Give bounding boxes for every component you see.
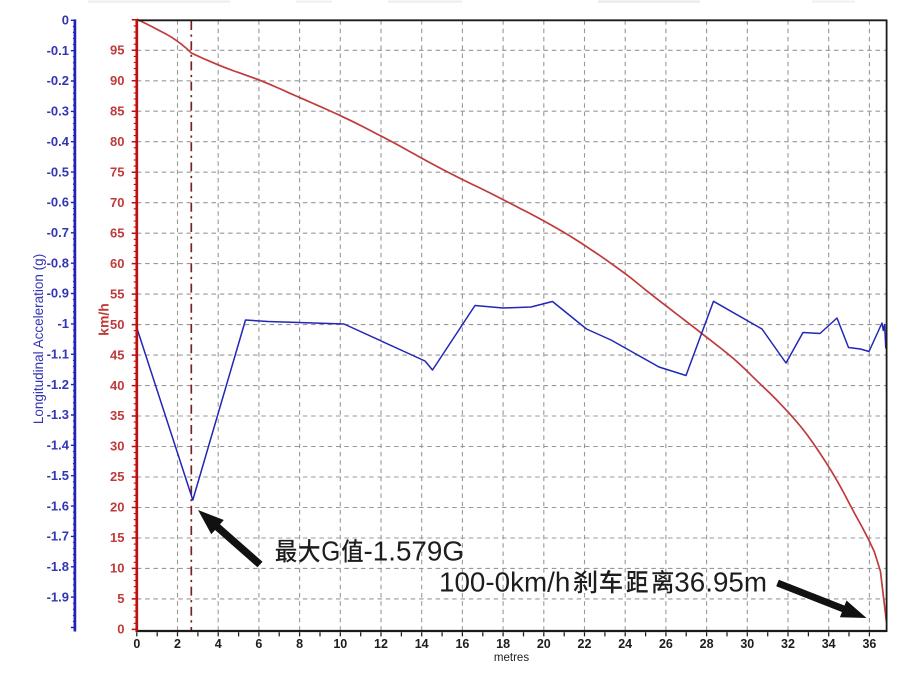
svg-text:km/h: km/h: [96, 303, 112, 336]
svg-text:25: 25: [110, 469, 124, 484]
svg-text:-1.8: -1.8: [47, 559, 69, 574]
svg-text:Longitudinal Acceleration (g): Longitudinal Acceleration (g): [31, 254, 46, 424]
svg-text:-1.3: -1.3: [47, 407, 69, 422]
svg-text:-1.9: -1.9: [47, 589, 69, 604]
svg-text:0: 0: [117, 622, 124, 637]
svg-text:4: 4: [215, 637, 222, 651]
svg-text:100-0km/h: 100-0km/h: [439, 566, 570, 597]
svg-text:0: 0: [62, 13, 69, 28]
svg-text:20: 20: [537, 637, 551, 651]
svg-text:50: 50: [110, 317, 124, 332]
svg-text:-0.5: -0.5: [47, 164, 69, 179]
svg-text:70: 70: [110, 195, 124, 210]
svg-text:-1.1: -1.1: [47, 347, 69, 362]
svg-text:40: 40: [110, 378, 124, 393]
svg-text:8: 8: [296, 637, 303, 651]
svg-text:16: 16: [455, 637, 469, 651]
svg-text:-1.579G: -1.579G: [364, 535, 464, 566]
svg-text:6: 6: [255, 637, 262, 651]
svg-text:12: 12: [374, 637, 388, 651]
svg-text:-0.1: -0.1: [47, 43, 69, 58]
svg-text:0: 0: [133, 637, 140, 651]
svg-text:60: 60: [110, 256, 124, 271]
svg-text:36: 36: [862, 637, 876, 651]
svg-text:30: 30: [740, 637, 754, 651]
svg-text:-1.5: -1.5: [47, 468, 69, 483]
svg-text:-0.2: -0.2: [47, 73, 69, 88]
svg-text:30: 30: [110, 439, 124, 454]
svg-text:-0.9: -0.9: [47, 286, 69, 301]
svg-text:metres: metres: [494, 652, 529, 664]
svg-text:36.95m: 36.95m: [674, 566, 767, 597]
svg-text:22: 22: [578, 637, 592, 651]
svg-text:75: 75: [110, 164, 124, 179]
svg-text:-1.7: -1.7: [47, 529, 69, 544]
svg-text:26: 26: [659, 637, 673, 651]
svg-text:-0.7: -0.7: [47, 225, 69, 240]
svg-text:32: 32: [781, 637, 795, 651]
svg-text:65: 65: [110, 225, 124, 240]
svg-text:28: 28: [700, 637, 714, 651]
svg-text:10: 10: [110, 561, 124, 576]
svg-text:-0.8: -0.8: [47, 255, 69, 270]
svg-text:24: 24: [618, 637, 632, 651]
svg-text:85: 85: [110, 103, 124, 118]
svg-text:34: 34: [822, 637, 836, 651]
svg-text:-1.6: -1.6: [47, 498, 69, 513]
svg-text:G: G: [321, 535, 340, 567]
svg-text:-0.3: -0.3: [47, 104, 69, 119]
svg-text:-1.4: -1.4: [47, 438, 70, 453]
svg-text:15: 15: [110, 530, 124, 545]
svg-text:14: 14: [415, 637, 429, 651]
svg-text:2: 2: [174, 637, 181, 651]
svg-text:-1.2: -1.2: [47, 377, 69, 392]
svg-text:45: 45: [110, 347, 124, 362]
svg-text:95: 95: [110, 43, 124, 58]
svg-text:18: 18: [496, 637, 510, 651]
svg-text:80: 80: [110, 134, 124, 149]
svg-text:55: 55: [110, 286, 124, 301]
svg-text:20: 20: [110, 500, 124, 515]
svg-text:-0.4: -0.4: [47, 134, 70, 149]
svg-text:-0.6: -0.6: [47, 195, 69, 210]
svg-text:5: 5: [117, 591, 124, 606]
svg-text:-1: -1: [57, 316, 69, 331]
svg-text:10: 10: [333, 637, 347, 651]
svg-text:90: 90: [110, 73, 124, 88]
svg-text:35: 35: [110, 408, 124, 423]
